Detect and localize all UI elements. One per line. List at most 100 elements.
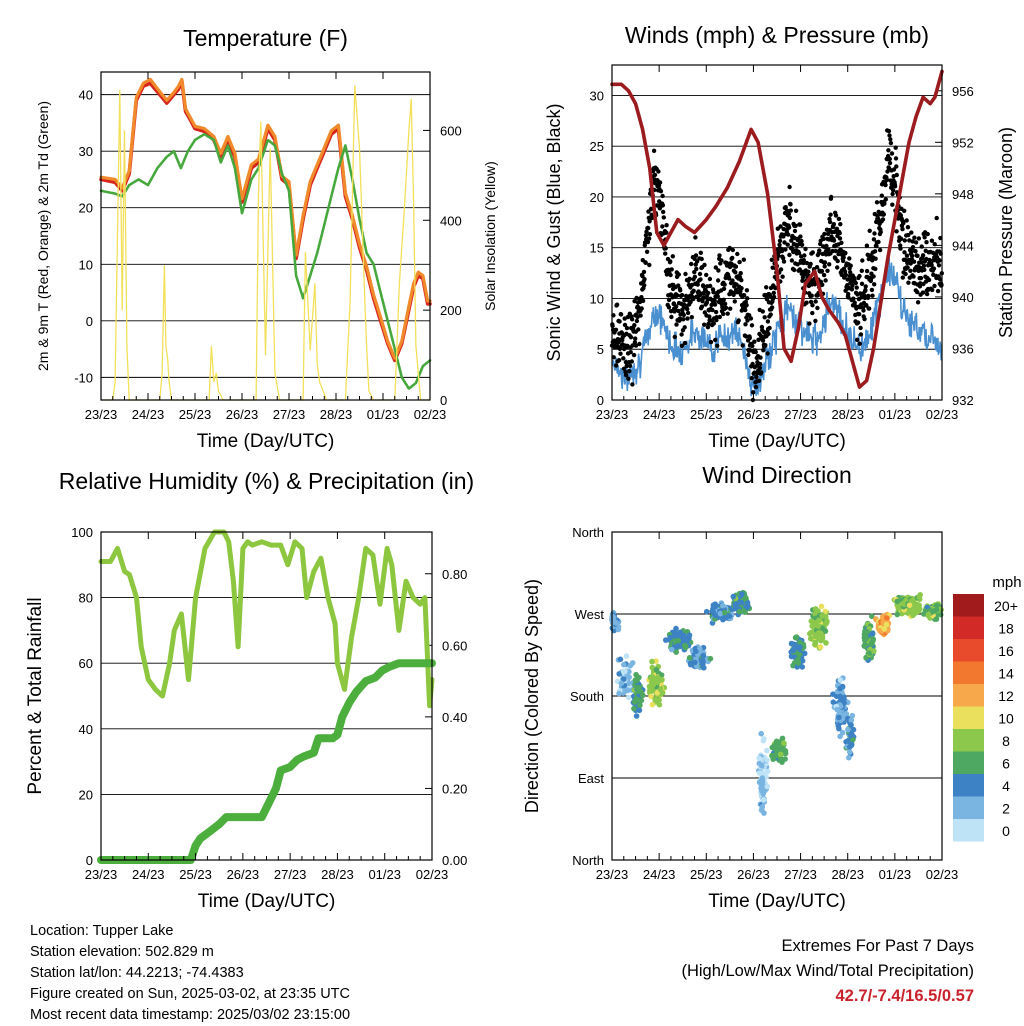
direction-point [790, 647, 797, 654]
gust-point [643, 260, 648, 265]
colorbar-title: mph [992, 574, 1021, 591]
y2-tick-label: 200 [440, 303, 462, 318]
gust-point [624, 325, 630, 331]
gust-point [866, 293, 871, 299]
colorbar-swatch [953, 706, 984, 729]
gust-point [797, 222, 803, 227]
gust-point [768, 312, 773, 317]
gust-point [910, 239, 915, 244]
x-tick-label: 27/23 [273, 407, 306, 422]
gust-point [804, 300, 809, 305]
gust-point [722, 301, 728, 306]
direction-point [717, 610, 724, 617]
direction-point [653, 667, 660, 673]
gust-point [784, 208, 790, 213]
gust-point [822, 231, 827, 237]
x-axis-label: Time (Day/UTC) [708, 891, 846, 912]
direction-point [640, 692, 646, 699]
gust-point [637, 341, 642, 347]
direction-point [812, 633, 819, 640]
gust-point [765, 319, 771, 324]
direction-point [764, 757, 770, 763]
gust-point [857, 341, 862, 346]
gust-point [864, 243, 870, 248]
direction-point [845, 726, 851, 733]
gust-point [871, 237, 877, 242]
gust-point [932, 283, 937, 289]
y-tick-label: 25 [590, 139, 604, 154]
gust-point [886, 148, 891, 153]
gust-point [932, 242, 937, 247]
chart-title: Relative Humidity (%) & Precipitation (i… [59, 468, 474, 494]
gust-point [903, 271, 908, 277]
x-tick-label: 01/23 [368, 867, 401, 882]
gust-point [661, 209, 666, 215]
x-tick-label: 28/23 [321, 867, 354, 882]
gust-point [848, 270, 853, 275]
gust-point [617, 319, 622, 324]
direction-point [635, 684, 641, 691]
direction-point [916, 602, 922, 609]
gust-point [622, 322, 628, 328]
gust-point [676, 272, 681, 277]
gust-point [672, 334, 677, 340]
y-tick-label: East [578, 771, 604, 786]
colorbar-label: 18 [998, 621, 1014, 637]
gust-point [905, 225, 911, 230]
gust-point [773, 285, 778, 291]
gust-point [633, 336, 638, 341]
colorbar-label: 14 [998, 666, 1014, 682]
gust-point [887, 160, 893, 166]
gust-point [801, 258, 806, 263]
colorbar-label: 16 [998, 643, 1014, 659]
location-text: Location: Tupper Lake [30, 923, 174, 939]
series-sonic-wind-line [611, 255, 943, 397]
direction-point [818, 637, 824, 644]
gust-point [698, 292, 703, 298]
gust-point [711, 290, 716, 295]
gust-point [800, 278, 805, 283]
direction-point [700, 652, 707, 659]
gust-point [675, 293, 680, 298]
gust-point [702, 322, 707, 327]
x-tick-label: 24/23 [643, 867, 676, 882]
direction-point [657, 686, 664, 693]
direction-point [668, 646, 675, 653]
direction-point [674, 643, 680, 650]
gust-point [614, 302, 620, 307]
gust-point [827, 262, 832, 267]
y2-tick-label: 0 [440, 393, 447, 408]
direction-point [847, 744, 853, 750]
gust-point [694, 259, 700, 264]
y-tick-label: 80 [79, 591, 93, 606]
direction-point [698, 658, 705, 664]
gust-point [681, 312, 686, 318]
station-info: Location: Tupper Lake Station elevation:… [30, 921, 350, 1026]
direction-point [894, 611, 901, 618]
gust-point [882, 201, 887, 206]
gust-point [834, 226, 840, 231]
gust-point [695, 282, 700, 287]
gust-point [902, 250, 907, 255]
direction-point [625, 694, 632, 701]
elevation-text: Station elevation: 502.829 m [30, 944, 214, 960]
y2-tick-label: 944 [952, 238, 974, 253]
y2-axis-label: Station Pressure (Maroon) [996, 127, 1016, 338]
gust-point [664, 223, 669, 228]
x-tick-label: 23/23 [85, 867, 118, 882]
extremes-box: Extremes For Past 7 Days (High/Low/Max W… [681, 934, 974, 1009]
gust-point [732, 299, 737, 304]
direction-point [675, 637, 682, 644]
gust-point [699, 256, 704, 262]
gust-point [691, 296, 696, 302]
gust-point [762, 315, 767, 320]
direction-point [848, 722, 854, 728]
colorbar-swatch [953, 729, 984, 752]
gust-point [821, 272, 827, 278]
direction-point [819, 612, 825, 619]
gust-point [745, 318, 750, 323]
gust-point [863, 284, 868, 289]
y2-tick-label: 956 [952, 84, 974, 99]
direction-point [779, 759, 785, 765]
direction-point [808, 629, 815, 636]
